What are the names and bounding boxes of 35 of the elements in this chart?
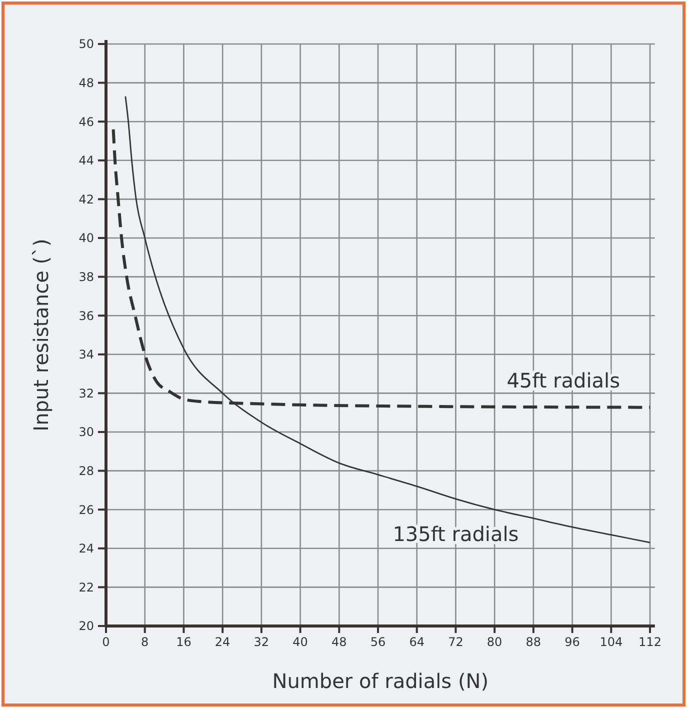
x-tick-label: 88 <box>526 635 542 649</box>
x-tick-label: 40 <box>292 635 308 649</box>
x-tick-label: 8 <box>141 635 149 649</box>
y-tick-label: 32 <box>78 386 94 400</box>
y-tick-label: 22 <box>78 580 94 594</box>
x-tick-label: 104 <box>600 635 623 649</box>
x-tick-label: 16 <box>176 635 192 649</box>
y-tick-label: 28 <box>78 464 94 478</box>
y-tick-label: 38 <box>78 270 94 284</box>
x-tick-label: 96 <box>564 635 580 649</box>
y-tick-label: 48 <box>78 76 94 90</box>
y-axis-title: Input resistance (`) <box>29 238 53 432</box>
series-label: 135ft radials <box>392 522 519 546</box>
y-tick-label: 30 <box>78 425 94 440</box>
x-tick-label: 48 <box>332 635 347 649</box>
x-axis-title: Number of radials (N) <box>272 669 489 693</box>
y-tick-label: 20 <box>78 619 94 634</box>
y-tick-label: 36 <box>78 308 94 323</box>
y-tick-label: 26 <box>78 502 94 517</box>
x-tick-label: 64 <box>409 635 424 649</box>
y-tick-label: 46 <box>78 114 94 129</box>
x-tick-label: 56 <box>370 635 386 649</box>
x-tick-label: 24 <box>214 635 230 649</box>
x-tick-label: 72 <box>448 635 464 649</box>
y-tick-label: 34 <box>78 348 94 362</box>
x-tick-label: 80 <box>486 635 502 649</box>
x-tick-label: 32 <box>254 635 270 649</box>
x-tick-label: 112 <box>638 635 662 649</box>
y-tick-label: 24 <box>78 542 94 556</box>
series-label: 45ft radials <box>506 368 620 392</box>
y-tick-label: 50 <box>78 37 94 52</box>
y-tick-label: 40 <box>78 231 94 246</box>
y-tick-label: 44 <box>78 154 94 168</box>
y-tick-label: 42 <box>78 192 94 206</box>
x-tick-label: 0 <box>102 635 110 649</box>
